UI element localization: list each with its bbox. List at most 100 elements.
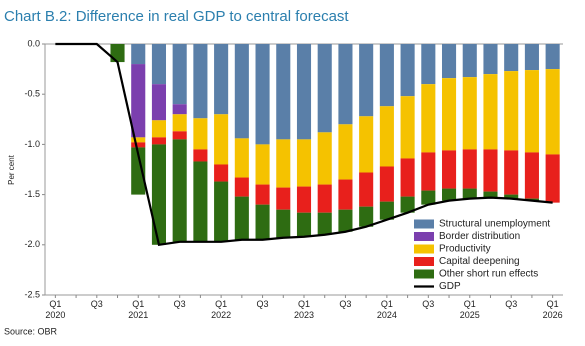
bar-segment [338, 179, 353, 210]
x-tick-label: Q1 2021 [128, 299, 148, 320]
bar-segment [296, 44, 312, 140]
bar-segment [421, 84, 436, 153]
x-tick-label: Q3 [257, 299, 269, 309]
y-tick-label: -1.0 [24, 139, 40, 149]
bar-segment [441, 188, 457, 201]
x-tick-label: Q3 [422, 299, 434, 309]
bar-segment [483, 74, 498, 150]
bar-segment [483, 149, 498, 192]
legend-box [410, 215, 562, 294]
bar-segment [172, 104, 187, 115]
bar-segment [421, 190, 436, 205]
bar-segment [131, 64, 146, 138]
x-tick-label: Q1 2024 [377, 299, 397, 320]
legend-swatch [414, 269, 434, 279]
chart-title: Chart B.2: Difference in real GDP to cen… [4, 8, 349, 25]
x-tick-label: Q1 2026 [543, 299, 563, 320]
bar-segment [504, 150, 519, 195]
bar-segment [441, 78, 457, 151]
bar-segment [234, 44, 249, 139]
bar-segment [151, 144, 167, 245]
bar-segment [172, 114, 187, 132]
bar-segment [504, 194, 519, 199]
y-tick-label: -2.5 [24, 289, 40, 299]
bar-segment [193, 118, 208, 150]
bar-segment [338, 124, 353, 180]
bar-segment [131, 44, 146, 65]
bar-segment [172, 131, 187, 140]
y-axis-label: Per cent [7, 154, 16, 185]
bar-segment [524, 70, 539, 153]
bar-segment [462, 44, 477, 78]
y-tick-label: -2.0 [24, 239, 40, 249]
bar-segment [131, 147, 146, 195]
bar-segment [379, 44, 394, 107]
bar-segment [214, 44, 229, 115]
legend-swatch [414, 219, 434, 229]
bar-segment [545, 44, 560, 70]
bar-segment [172, 139, 187, 242]
bar-segment [296, 186, 312, 213]
bar-segment [276, 209, 291, 238]
bar-segment [338, 44, 353, 125]
bar-segment [462, 77, 477, 150]
bar-segment [110, 44, 125, 63]
bar-segment [379, 106, 394, 167]
x-tick-label: Q3 [174, 299, 186, 309]
x-tick-label: Q1 2022 [211, 299, 231, 320]
bar-segment [359, 172, 374, 207]
x-tick-label: Q1 2020 [45, 299, 65, 320]
source-note: Source: OBR [4, 326, 58, 336]
bar-segment [234, 138, 249, 178]
bar-segment [338, 209, 353, 232]
bar-segment [400, 158, 415, 197]
legend-label: Border distribution [439, 231, 520, 242]
legend-swatch [414, 232, 434, 241]
bar-segment [276, 44, 291, 140]
bar-segment [524, 152, 539, 199]
bar-segment [545, 154, 560, 203]
bar-segment [524, 44, 539, 71]
bar-segment [276, 187, 291, 210]
x-tick-label: Q3 [91, 299, 103, 309]
bar-segment [151, 120, 167, 138]
bar-segment [441, 44, 457, 79]
bar-segment [317, 212, 332, 235]
bar-segment [400, 196, 415, 213]
bar-segment [359, 116, 374, 173]
bar-segment [296, 212, 312, 237]
bar-segment [131, 137, 146, 143]
bar-segment [234, 196, 249, 240]
bar-segment [421, 44, 436, 85]
bar-segment [317, 44, 332, 133]
bar-segment [379, 201, 394, 220]
bar-segment [441, 150, 457, 189]
bar-segment [151, 137, 167, 145]
bar-segment [255, 44, 270, 145]
bar-segment [545, 69, 560, 155]
legend-swatch [414, 244, 434, 254]
y-tick-label: 0.0 [27, 38, 40, 48]
bar-segment [483, 191, 498, 198]
x-tick-label: Q3 [339, 299, 351, 309]
bar-segment [317, 132, 332, 185]
bar-segment [483, 44, 498, 75]
bar-segment [234, 177, 249, 197]
x-tick-label: Q1 2025 [460, 299, 480, 320]
legend-swatch [414, 257, 434, 266]
bar-segment [462, 188, 477, 199]
bar-segment [214, 164, 229, 182]
bar-segment [255, 144, 270, 185]
bar-segment [255, 204, 270, 240]
bar-segment [193, 161, 208, 242]
bar-segment [359, 44, 374, 117]
bar-segment [255, 184, 270, 205]
bar-segment [151, 44, 167, 85]
bar-segment [359, 206, 374, 227]
bar-segment [504, 71, 519, 151]
bar-segment [296, 139, 312, 187]
bar-segment [276, 139, 291, 188]
legend-label: Structural unemployment [439, 219, 550, 230]
bar-segment [317, 184, 332, 213]
